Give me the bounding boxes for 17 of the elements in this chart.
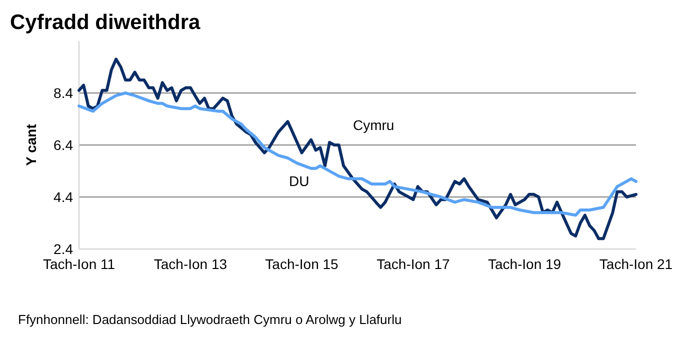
x-tick-label: Tach-Ion 15: [265, 256, 339, 272]
x-tick-label: Tach-Ion 13: [154, 256, 228, 272]
y-tick-label: 6.4: [54, 136, 74, 153]
x-tick-label: Tach-Ion 21: [599, 256, 673, 272]
text: Ffynhonnell: Dadansoddiad Llywodraeth Cymru o Arolwg y Llafurlu: [18, 312, 402, 327]
y-tick-label: 4.4: [54, 188, 74, 205]
y-tick-label: 8.4: [54, 84, 74, 101]
x-tick-label: Tach-Ion 19: [488, 256, 562, 272]
y-tick-label: 2.4: [54, 240, 74, 257]
line-series: [78, 58, 638, 240]
y-axis-title: Y cant: [23, 124, 39, 166]
chart-title: Cyfradd diweithdra: [10, 11, 201, 34]
line-series: [78, 92, 638, 217]
x-tick-label: Tach-Ion 11: [42, 256, 116, 272]
x-tick-label: Tach-Ion 17: [376, 256, 450, 272]
series-label: DU: [289, 173, 310, 189]
series-label: Cymru: [353, 117, 394, 133]
